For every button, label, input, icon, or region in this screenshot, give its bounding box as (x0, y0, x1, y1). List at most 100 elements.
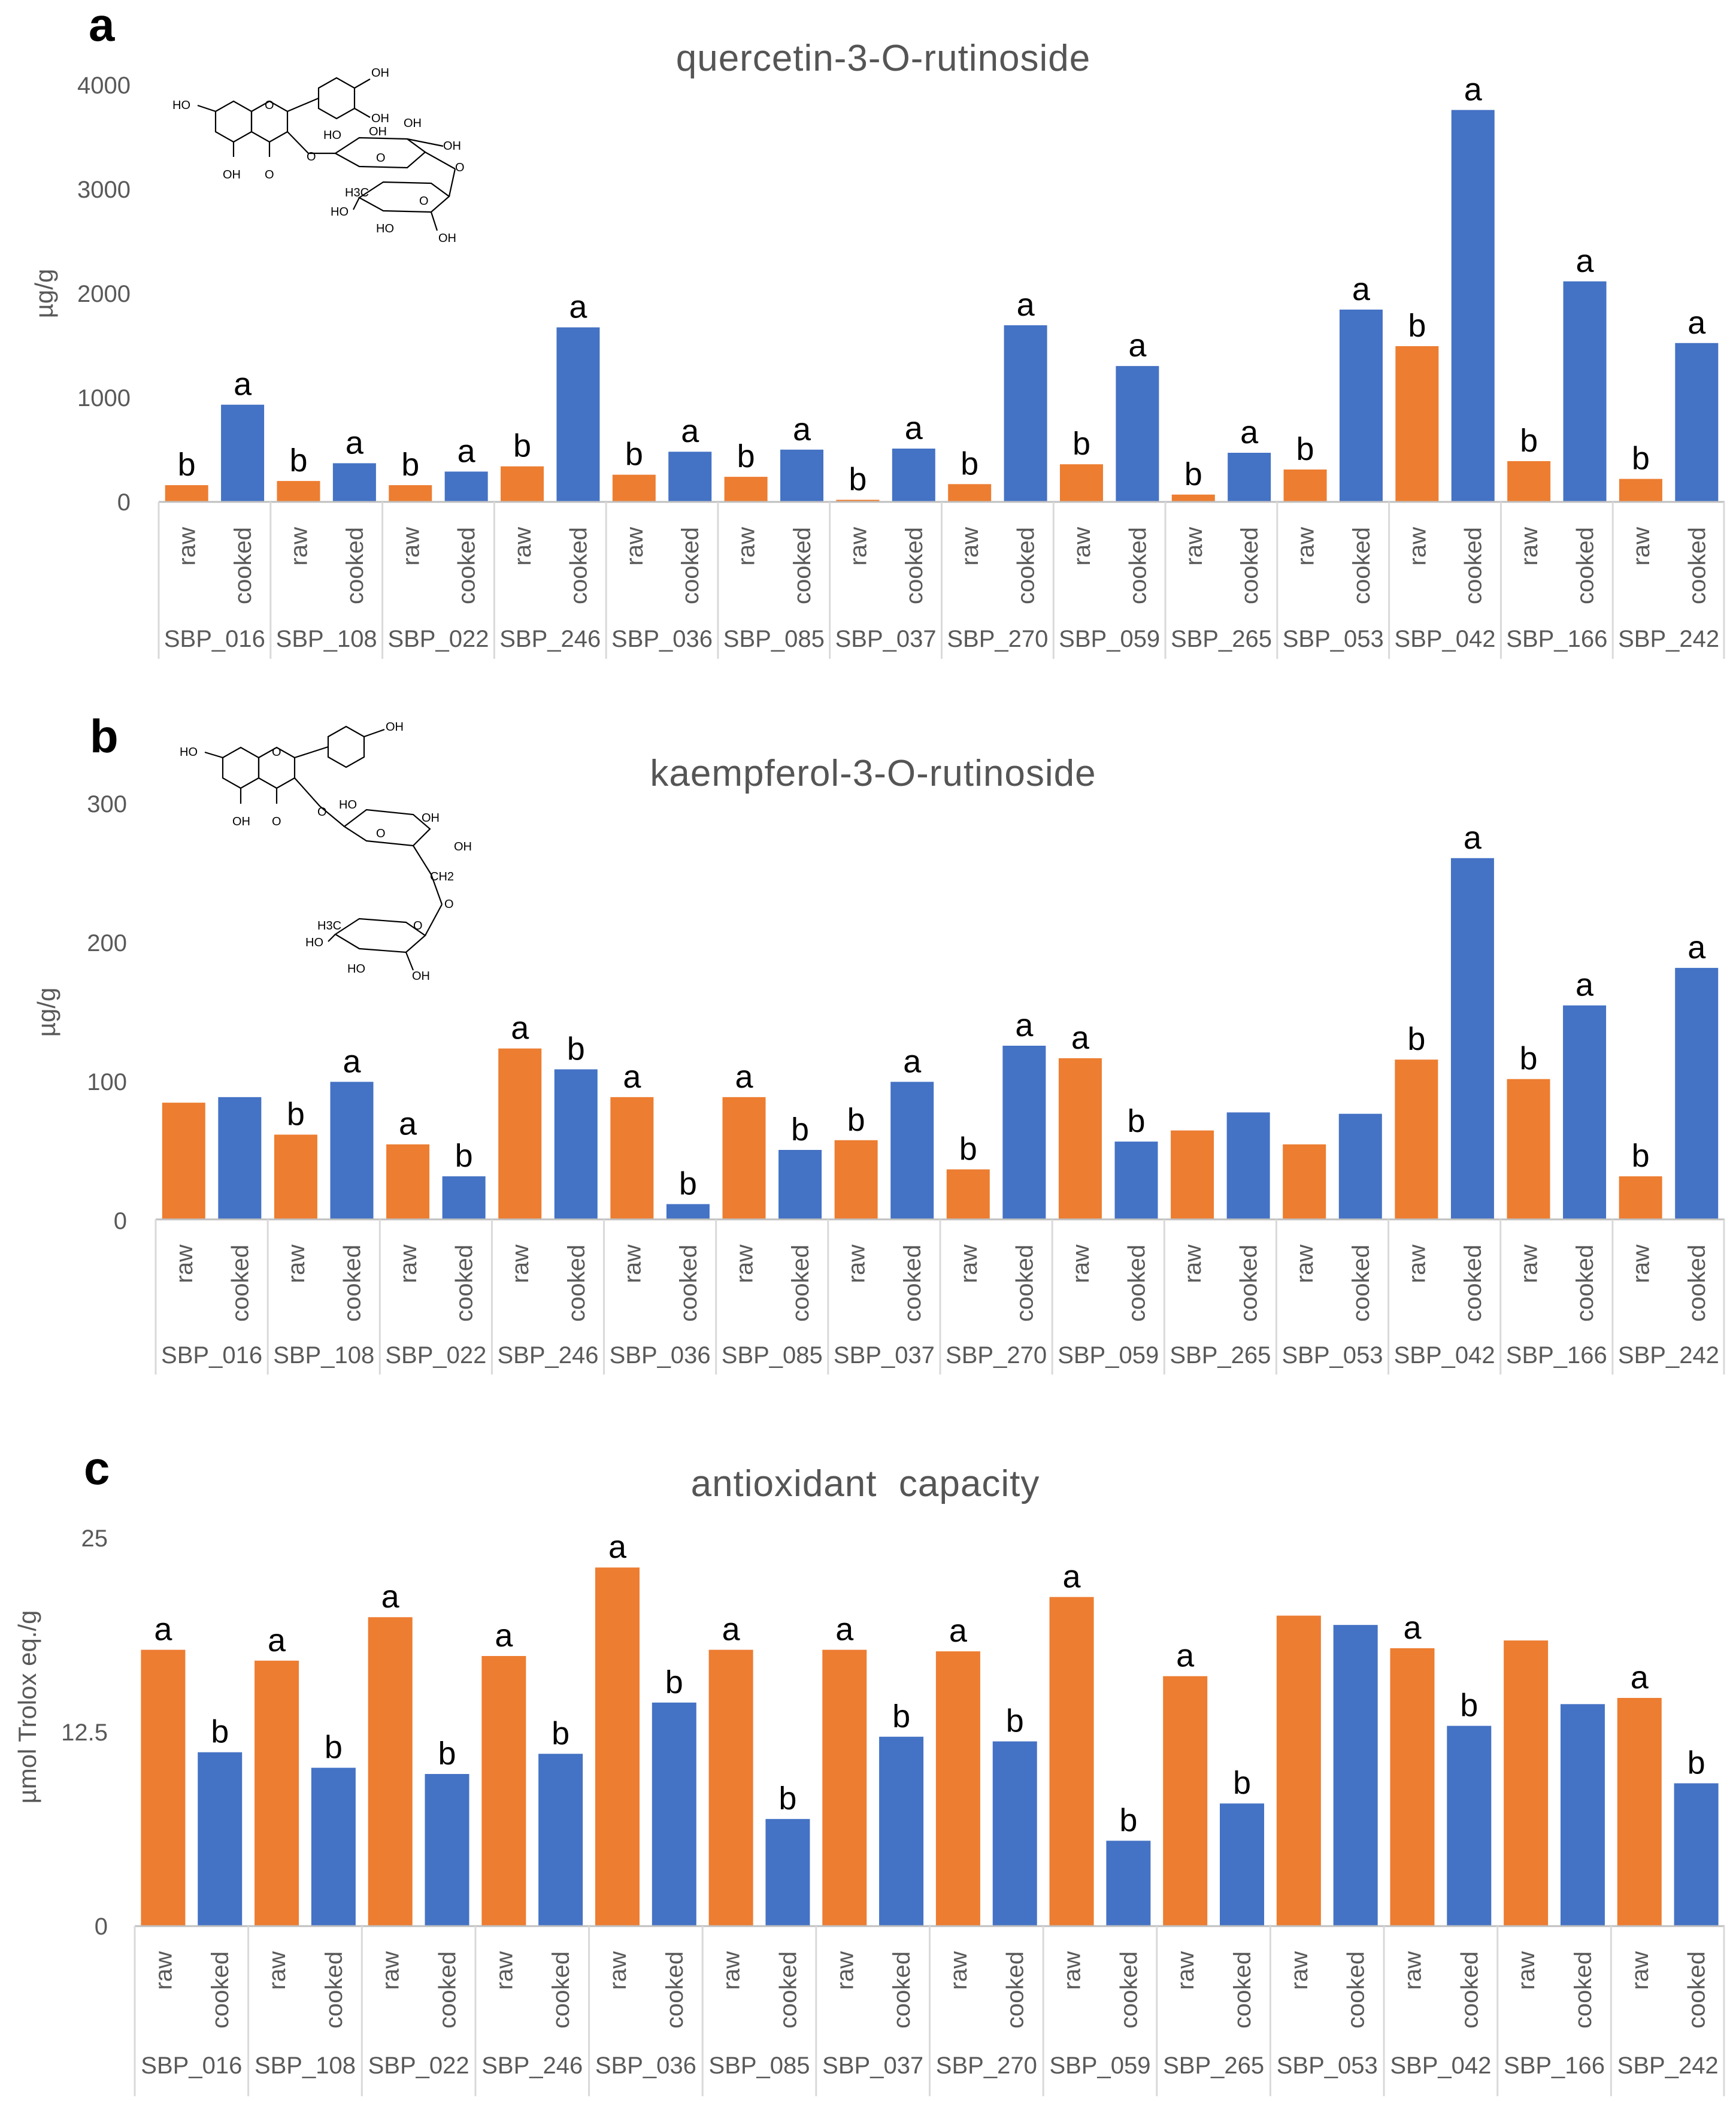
x-condition-label: cooked (1236, 1245, 1262, 1322)
bar-raw-sbp_166 (1504, 1640, 1549, 1926)
significance-label: b (847, 1102, 865, 1138)
chem-label: HO (339, 798, 357, 812)
x-condition-label: cooked (1456, 1951, 1483, 2029)
bar-cooked-sbp_085 (765, 1819, 810, 1926)
bar-raw-sbp_265 (1171, 1130, 1214, 1219)
chem-label: HO (305, 936, 323, 949)
x-axis-labels-a: raw cooked SBP_016 raw cooked SBP_108 raw cooke… (157, 502, 1725, 659)
bar-raw-sbp_270 (946, 1169, 990, 1219)
significance-label: b (849, 462, 867, 498)
chem-label: O (272, 746, 281, 759)
significance-label: b (679, 1165, 697, 1201)
panel-letter-b: b (90, 710, 119, 762)
x-condition-label: raw (1180, 1245, 1206, 1283)
bar-cooked-sbp_085 (778, 1150, 822, 1219)
quercetin-structure-icon: HO OH OH O OH O O HO OH OH OH O O H3C HO… (172, 66, 465, 245)
significance-label: a (268, 1622, 286, 1658)
bar-cooked-sbp_036 (668, 452, 712, 502)
x-condition-label: cooked (1125, 527, 1151, 604)
y-tick-label: 300 (87, 791, 127, 818)
y-tick-label: 25 (81, 1525, 108, 1552)
bar-cooked-sbp_108 (332, 463, 376, 502)
x-sample-label: SBP_042 (1395, 626, 1496, 652)
chem-label: OH (443, 140, 461, 153)
x-sample-label: SBP_022 (385, 1342, 486, 1369)
bar-raw-sbp_242 (1617, 1697, 1662, 1926)
x-sample-label: SBP_037 (822, 2052, 923, 2079)
significance-label: b (438, 1736, 456, 1772)
bar-cooked-sbp_036 (652, 1702, 696, 1926)
y-tick-label: 100 (87, 1069, 127, 1095)
bar-cooked-sbp_022 (442, 1176, 486, 1219)
x-axis-labels-c: raw cooked SBP_016 raw cooked SBP_108 raw cooke… (134, 1926, 1725, 2096)
y-tick-label: 0 (114, 1208, 127, 1234)
chem-label: O (413, 919, 423, 933)
x-condition-label: cooked (1349, 527, 1375, 604)
bar-raw-sbp_242 (1619, 479, 1662, 502)
x-condition-label: cooked (1013, 527, 1040, 604)
x-sample-label: SBP_053 (1281, 1342, 1383, 1369)
x-sample-label: SBP_042 (1390, 2052, 1491, 2079)
significance-label: a (511, 1010, 529, 1046)
bar-cooked-sbp_053 (1339, 309, 1383, 502)
bar-raw-sbp_108 (274, 1134, 317, 1219)
x-condition-label: raw (719, 1951, 745, 1990)
x-condition-label: raw (622, 527, 648, 566)
bar-raw-sbp_085 (724, 477, 768, 502)
chem-label: OH (232, 815, 250, 828)
bar-cooked-sbp_166 (1563, 281, 1607, 502)
bar-cooked-sbp_242 (1675, 343, 1719, 502)
significance-label: a (1576, 243, 1594, 279)
significance-label: a (905, 410, 923, 446)
x-condition-label: raw (1293, 527, 1319, 566)
bar-cooked-sbp_036 (666, 1204, 710, 1219)
chem-label: OH (386, 720, 404, 734)
significance-label: a (1403, 1610, 1422, 1646)
x-sample-label: SBP_242 (1618, 1342, 1719, 1369)
x-sample-label: SBP_085 (709, 2052, 810, 2079)
x-sample-label: SBP_166 (1506, 1342, 1607, 1369)
bar-raw-sbp_059 (1059, 464, 1103, 502)
significance-label: b (1119, 1802, 1137, 1838)
x-sample-label: SBP_036 (610, 1342, 711, 1369)
bar-cooked-sbp_037 (879, 1736, 924, 1926)
x-sample-label: SBP_270 (946, 1342, 1047, 1369)
x-sample-label: SBP_265 (1170, 1342, 1271, 1369)
bar-raw-sbp_022 (389, 485, 432, 502)
chem-label: OH (454, 840, 472, 853)
y-axis-label-b: µg/g (32, 988, 60, 1037)
x-sample-label: SBP_053 (1277, 2052, 1378, 2079)
bar-raw-sbp_053 (1283, 469, 1327, 502)
chem-label: OH (223, 168, 241, 181)
significance-label: b (1632, 441, 1650, 477)
x-sample-label: SBP_242 (1617, 2052, 1719, 2079)
significance-label: a (1631, 1660, 1649, 1696)
bar-raw-sbp_108 (277, 481, 320, 502)
x-sample-label: SBP_270 (947, 626, 1048, 652)
bar-cooked-sbp_016 (221, 404, 265, 502)
chem-label: HO (376, 222, 394, 235)
chem-label: H3C (317, 919, 341, 933)
x-sample-label: SBP_059 (1049, 2052, 1150, 2079)
x-condition-label: cooked (675, 1245, 702, 1322)
panel-a-quercetin-chart: a quercetin-3-O-rutinoside µg/g 0 1000 2… (30, 0, 1725, 659)
x-sample-label: SBP_036 (611, 626, 713, 652)
x-sample-label: SBP_016 (164, 626, 265, 652)
bar-raw-sbp_022 (368, 1617, 413, 1926)
x-condition-label: raw (171, 1245, 198, 1283)
x-condition-label: cooked (1124, 1245, 1150, 1322)
significance-label: b (1632, 1138, 1650, 1174)
x-condition-label: raw (150, 1951, 177, 1990)
x-condition-label: cooked (899, 1245, 926, 1322)
x-sample-label: SBP_037 (835, 626, 937, 652)
bar-raw-sbp_265 (1163, 1676, 1208, 1926)
bar-cooked-sbp_166 (1560, 1704, 1605, 1926)
significance-label: b (1296, 431, 1314, 467)
x-condition-label: raw (956, 1245, 982, 1283)
chem-label: O (444, 898, 454, 911)
significance-label: b (791, 1112, 809, 1148)
bar-raw-sbp_042 (1390, 1648, 1435, 1926)
significance-label: a (1464, 820, 1482, 856)
bar-raw-sbp_022 (386, 1144, 430, 1219)
bar-cooked-sbp_270 (1004, 325, 1047, 502)
